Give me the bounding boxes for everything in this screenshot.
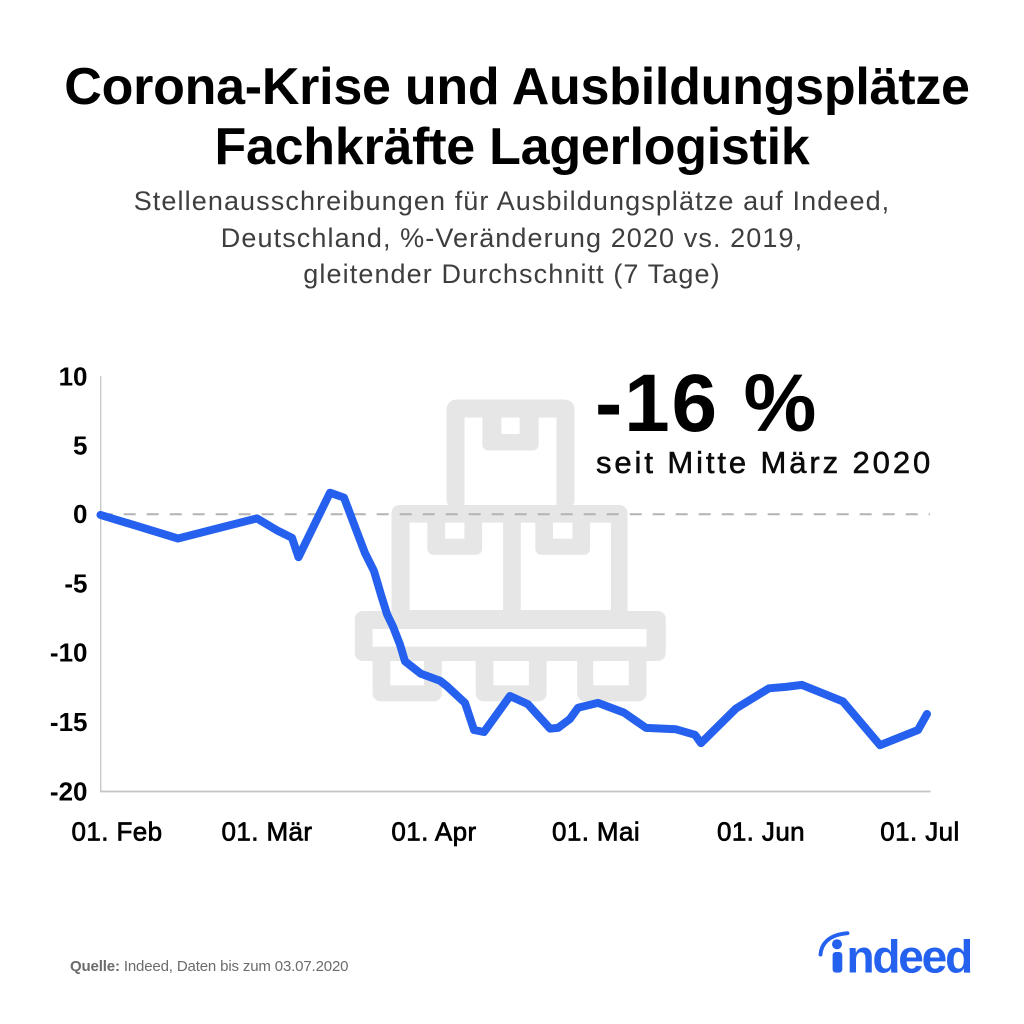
svg-text:-20: -20	[50, 776, 88, 806]
svg-text:5: 5	[73, 431, 87, 461]
svg-text:-5: -5	[64, 568, 87, 598]
svg-text:01. Jul: 01. Jul	[880, 817, 959, 847]
svg-text:01. Feb: 01. Feb	[72, 817, 163, 847]
svg-text:ndeed: ndeed	[847, 931, 972, 983]
svg-text:01. Mär: 01. Mär	[222, 817, 313, 847]
svg-text:-15: -15	[50, 707, 88, 737]
svg-text:-10: -10	[50, 638, 88, 668]
svg-text:01. Mai: 01. Mai	[552, 817, 640, 847]
svg-text:0: 0	[73, 499, 87, 529]
svg-text:10: 10	[59, 361, 88, 391]
svg-text:01. Apr: 01. Apr	[391, 817, 476, 847]
svg-text:01. Jun: 01. Jun	[717, 817, 805, 847]
